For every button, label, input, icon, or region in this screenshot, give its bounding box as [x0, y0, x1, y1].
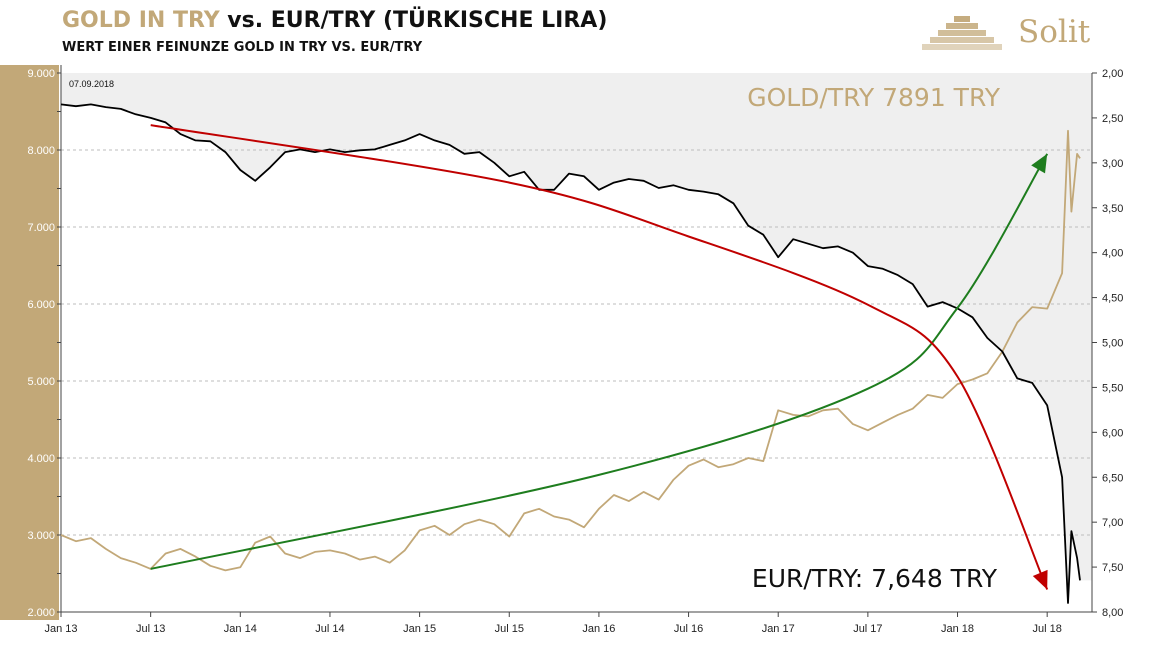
- x-tick-label: Jul 13: [136, 623, 165, 635]
- right-tick-label: 2,50: [1102, 113, 1123, 125]
- left-tick-label: 8.000: [27, 145, 55, 157]
- right-tick-label: 2,00: [1102, 68, 1123, 80]
- title-gold-part: GOLD IN TRY: [62, 8, 220, 33]
- x-tick-label: Jul 14: [315, 623, 344, 635]
- right-tick-label: 6,50: [1102, 472, 1123, 484]
- right-axis: 2,00 2,50 3,00 3,50 4,00 4,50 5,00 5,50 6,00 6,50…: [1091, 68, 1123, 619]
- x-tick-label: Jan 17: [762, 623, 795, 635]
- pyramid-icon: [922, 16, 1002, 50]
- logo-text: Solit: [1018, 14, 1091, 50]
- x-tick-label: Jan 15: [403, 623, 436, 635]
- green-arrow-head: [1031, 153, 1048, 174]
- green-trend-arrow: [150, 153, 1049, 570]
- left-tick-label: 4.000: [27, 453, 55, 465]
- eur-try-line: [60, 103, 1081, 604]
- x-tick-label: Jan 14: [224, 623, 257, 635]
- eur-value-label: EUR/TRY: 7,648 TRY: [752, 564, 998, 593]
- right-tick-label: 5,50: [1102, 382, 1123, 394]
- left-tick-label: 3.000: [27, 530, 55, 542]
- left-tick-label: 9.000: [27, 68, 55, 80]
- x-tick-label: Jul 15: [495, 623, 524, 635]
- right-tick-label: 3,50: [1102, 203, 1123, 215]
- shaded-band: [61, 73, 1092, 603]
- left-tick-label: 5.000: [27, 376, 55, 388]
- chart-title: GOLD IN TRY vs. EUR/TRY (TÜRKISCHE LIRA): [62, 8, 607, 33]
- left-axis-panel: [0, 65, 59, 620]
- date-label: 07.09.2018: [69, 79, 114, 89]
- red-trend-arrow: [150, 124, 1049, 590]
- gold-try-line: [60, 129, 1081, 572]
- right-tick-label: 6,00: [1102, 427, 1123, 439]
- right-tick-label: 7,00: [1102, 517, 1123, 529]
- x-tick-label: Jul 18: [1032, 623, 1061, 635]
- x-tick-label: Jul 16: [674, 623, 703, 635]
- left-axis: 2.000 3.000 4.000 5.000 6.000 7.000 8.000 9.000: [0, 65, 61, 620]
- series-layer: [60, 103, 1081, 604]
- grid-lines: [61, 149, 1092, 536]
- solit-logo: [922, 16, 1002, 50]
- left-tick-label: 6.000: [27, 299, 55, 311]
- red-arrow-head: [1032, 569, 1048, 590]
- chart-background: [61, 73, 1092, 612]
- annotations: 07.09.2018 GOLD/TRY 7891 TRY EUR/TRY: 7,64…: [69, 79, 1001, 593]
- x-tick-label: Jul 17: [853, 623, 882, 635]
- left-tick-label: 7.000: [27, 222, 55, 234]
- right-tick-label: 3,00: [1102, 158, 1123, 170]
- x-tick-label: Jan 16: [582, 623, 615, 635]
- x-tick-label: Jan 18: [941, 623, 974, 635]
- title-rest-part: vs. EUR/TRY (TÜRKISCHE LIRA): [219, 8, 608, 33]
- right-tick-label: 7,50: [1102, 562, 1123, 574]
- right-tick-label: 4,00: [1102, 248, 1123, 260]
- x-tick-label: Jan 13: [44, 623, 77, 635]
- right-tick-label: 5,00: [1102, 338, 1123, 350]
- left-tick-label: 2.000: [27, 607, 55, 619]
- x-axis: Jan 13 Jul 13 Jan 14 Jul 14 Jan 15 Jul 15 Jan …: [44, 65, 1092, 635]
- right-tick-label: 4,50: [1102, 293, 1123, 305]
- gold-value-label: GOLD/TRY 7891 TRY: [747, 83, 1001, 112]
- chart-subtitle: WERT EINER FEINUNZE GOLD IN TRY VS. EUR/…: [62, 40, 423, 55]
- right-tick-label: 8,00: [1102, 607, 1123, 619]
